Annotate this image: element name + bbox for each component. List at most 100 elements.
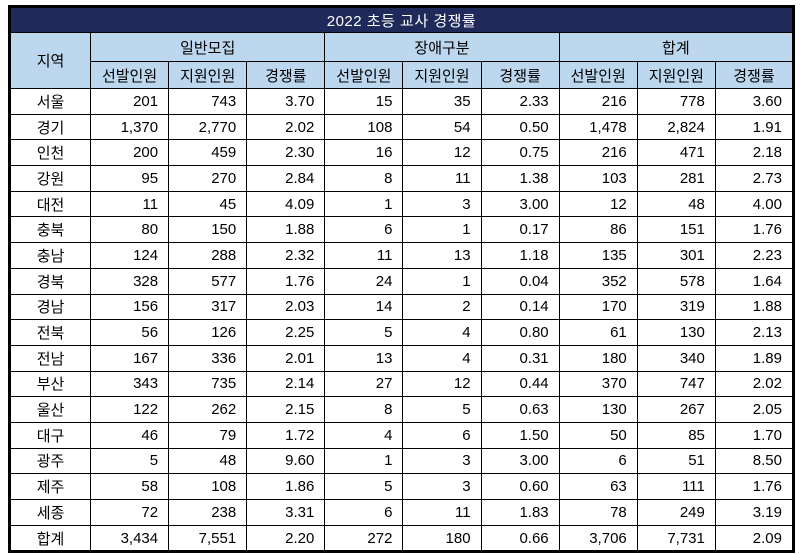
value-cell: 301	[636, 242, 716, 269]
column-header-applicants: 지원인원	[636, 61, 716, 89]
value-cell: 48	[636, 190, 716, 218]
value-cell: 2.84	[246, 165, 326, 192]
value-cell: 2.25	[246, 319, 326, 346]
value-cell: 2.02	[714, 370, 795, 398]
table-title: 2022 초등 교사 경쟁률	[9, 6, 794, 33]
value-cell: 156	[89, 293, 170, 321]
value-cell: 108	[324, 113, 404, 141]
value-cell: 578	[636, 267, 716, 295]
value-cell: 2,770	[168, 113, 248, 141]
value-cell: 180	[402, 524, 482, 553]
value-cell: 6	[324, 499, 404, 526]
table-row: 광주 5 48 9.60 1 3 3.00 6 51 8.50	[9, 447, 795, 475]
value-cell: 200	[89, 139, 170, 167]
value-cell: 1.76	[246, 267, 326, 295]
column-header-rate: 경쟁률	[714, 61, 795, 89]
value-cell: 130	[558, 396, 638, 423]
column-group-disability: 장애구분	[324, 32, 560, 62]
value-cell: 2.02	[246, 113, 326, 141]
value-cell: 54	[402, 113, 482, 141]
value-cell: 2.13	[714, 319, 795, 346]
value-cell: 0.31	[480, 344, 560, 372]
value-cell: 11	[402, 165, 482, 192]
table-body: 서울 201 743 3.70 15 35 2.33 216 778 3.60 경기 1,370 2,7…	[9, 88, 795, 553]
value-cell: 2.03	[246, 293, 326, 321]
value-cell: 370	[558, 370, 638, 398]
value-cell: 63	[558, 473, 638, 500]
value-cell: 7,551	[168, 524, 248, 553]
region-cell: 충남	[9, 242, 91, 269]
value-cell: 95	[89, 165, 170, 192]
value-cell: 319	[636, 293, 716, 321]
value-cell: 2.20	[246, 524, 326, 553]
column-group-total: 합계	[558, 32, 795, 62]
value-cell: 13	[402, 242, 482, 269]
value-cell: 216	[558, 88, 638, 115]
value-cell: 170	[558, 293, 638, 321]
value-cell: 151	[636, 216, 716, 244]
value-cell: 1.70	[714, 421, 795, 449]
value-cell: 743	[168, 88, 248, 115]
value-cell: 1.18	[480, 242, 560, 269]
value-cell: 201	[89, 88, 170, 115]
region-cell: 부산	[9, 370, 91, 398]
value-cell: 0.50	[480, 113, 560, 141]
value-cell: 0.66	[480, 524, 560, 553]
value-cell: 6	[558, 447, 638, 475]
value-cell: 1.38	[480, 165, 560, 192]
value-cell: 3,434	[89, 524, 170, 553]
value-cell: 340	[636, 344, 716, 372]
value-cell: 167	[89, 344, 170, 372]
value-cell: 272	[324, 524, 404, 553]
value-cell: 16	[324, 139, 404, 167]
region-cell: 세종	[9, 499, 91, 526]
value-cell: 48	[168, 447, 248, 475]
value-cell: 180	[558, 344, 638, 372]
value-cell: 262	[168, 396, 248, 423]
value-cell: 135	[558, 242, 638, 269]
value-cell: 735	[168, 370, 248, 398]
value-cell: 0.63	[480, 396, 560, 423]
value-cell: 1,370	[89, 113, 170, 141]
table-row: 경기 1,370 2,770 2.02 108 54 0.50 1,478 2,824 1.91	[9, 113, 795, 141]
value-cell: 1	[324, 447, 404, 475]
value-cell: 328	[89, 267, 170, 295]
value-cell: 3.31	[246, 499, 326, 526]
table-row: 충남 124 288 2.32 11 13 1.18 135 301 2.23	[9, 242, 795, 269]
value-cell: 130	[636, 319, 716, 346]
column-header-region: 지역	[9, 32, 91, 89]
value-cell: 122	[89, 396, 170, 423]
value-cell: 11	[402, 499, 482, 526]
value-cell: 111	[636, 473, 716, 500]
value-cell: 6	[402, 421, 482, 449]
value-cell: 108	[168, 473, 248, 500]
value-cell: 3.19	[714, 499, 795, 526]
value-cell: 459	[168, 139, 248, 167]
region-cell: 인천	[9, 139, 91, 167]
value-cell: 2.33	[480, 88, 560, 115]
value-cell: 1	[402, 216, 482, 244]
value-cell: 5	[402, 396, 482, 423]
value-cell: 61	[558, 319, 638, 346]
value-cell: 124	[89, 242, 170, 269]
column-group-general: 일반모집	[89, 32, 326, 62]
value-cell: 778	[636, 88, 716, 115]
value-cell: 85	[636, 421, 716, 449]
region-cell: 서울	[9, 88, 91, 115]
column-header-rate: 경쟁률	[246, 61, 326, 89]
value-cell: 45	[168, 190, 248, 218]
value-cell: 103	[558, 165, 638, 192]
value-cell: 56	[89, 319, 170, 346]
value-cell: 50	[558, 421, 638, 449]
value-cell: 5	[324, 319, 404, 346]
value-cell: 24	[324, 267, 404, 295]
value-cell: 8	[324, 396, 404, 423]
value-cell: 1.50	[480, 421, 560, 449]
value-cell: 51	[636, 447, 716, 475]
value-cell: 5	[324, 473, 404, 500]
table-row: 제주 58 108 1.86 5 3 0.60 63 111 1.76	[9, 473, 795, 500]
value-cell: 471	[636, 139, 716, 167]
value-cell: 3.70	[246, 88, 326, 115]
table-row: 세종 72 238 3.31 6 11 1.83 78 249 3.19	[9, 499, 795, 526]
value-cell: 3.60	[714, 88, 795, 115]
